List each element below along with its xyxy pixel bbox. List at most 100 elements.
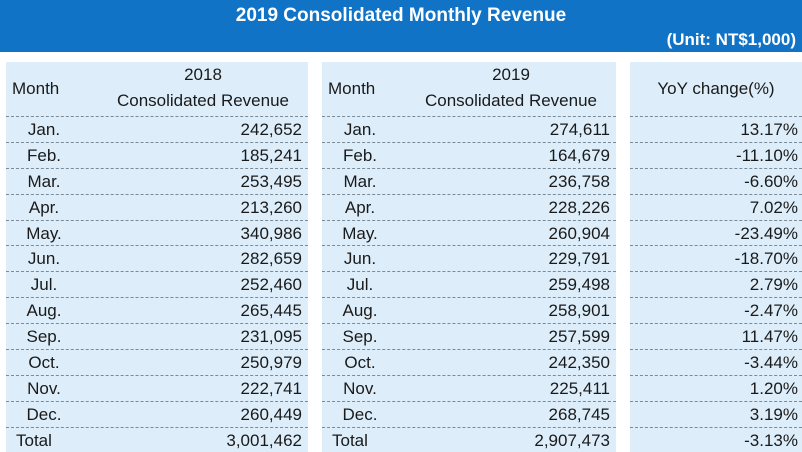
month-cell: Dec. xyxy=(342,404,378,424)
revenue-2019-rows: Jan. 274,611 Feb. 164,679 Mar. 236,758 Apr. 228… xyxy=(322,116,616,452)
revenue-2019-header: Month 2019 Consolidated Revenue xyxy=(322,62,616,116)
table-row: Jul. 259,498 xyxy=(322,271,616,297)
page-title: 2019 Consolidated Monthly Revenue xyxy=(235,5,567,26)
yoy-panel: YoY change(%) 13.17% -11.10% -6.60% 7.02% -2… xyxy=(630,62,802,452)
table-row: Jun. 282,659 xyxy=(6,245,308,271)
month-cell: Jun. xyxy=(27,249,61,269)
table-row: Aug. 265,445 xyxy=(6,297,308,323)
total-row: Total 3,001,462 xyxy=(6,426,308,452)
month-cell: Aug. xyxy=(342,301,378,321)
month-cell: Nov. xyxy=(27,378,61,398)
table-row: -11.10% xyxy=(630,141,802,168)
yoy-cell: 3.19% xyxy=(749,404,798,424)
total-revenue-2018: 3,001,462 xyxy=(226,430,302,450)
revenue-2018-cell: 250,979 xyxy=(240,353,302,373)
table-row: -2.47% xyxy=(630,297,802,323)
revenue-2018-cell: 252,460 xyxy=(240,275,302,295)
table-row: Feb. 164,679 xyxy=(322,141,616,168)
month-header: Month xyxy=(12,79,60,98)
table-row: Dec. 268,745 xyxy=(322,400,616,427)
month-cell: Mar. xyxy=(343,171,377,191)
revenue-2018-cell: 260,449 xyxy=(240,404,302,424)
table-row: Jun. 229,791 xyxy=(322,245,616,271)
revenue-2019-cell: 229,791 xyxy=(548,249,610,269)
table-row: -3.44% xyxy=(630,349,802,375)
table-row: Sep. 231,095 xyxy=(6,323,308,349)
unit-label: (Unit: NT$1,000) xyxy=(666,30,796,49)
table-row: May. 340,986 xyxy=(6,219,308,246)
table-row: Nov. 225,411 xyxy=(322,374,616,401)
revenue-2018-header: Month 2018 Consolidated Revenue xyxy=(6,62,308,116)
yoy-cell: -3.44% xyxy=(744,353,798,373)
table-row: May. 260,904 xyxy=(322,219,616,246)
total-row: Total 2,907,473 xyxy=(322,426,616,452)
month-cell: May. xyxy=(26,223,62,243)
month-cell: Sep. xyxy=(26,327,62,347)
month-cell: Sep. xyxy=(342,327,378,347)
month-cell: Nov. xyxy=(343,378,377,398)
revenue-2018-cell: 222,741 xyxy=(240,378,302,398)
total-label: Total xyxy=(16,430,52,450)
table-row: 1.20% xyxy=(630,374,802,401)
revenue-header: Consolidated Revenue xyxy=(116,91,289,110)
revenue-2018-rows: Jan. 242,652 Feb. 185,241 Mar. 253,495 Apr. 213… xyxy=(6,116,308,452)
revenue-2018-cell: 242,652 xyxy=(240,120,302,139)
table-row: Aug. 258,901 xyxy=(322,297,616,323)
revenue-2019-cell: 268,745 xyxy=(548,404,610,424)
yoy-cell: -11.10% xyxy=(735,145,798,165)
table-row: Apr. 228,226 xyxy=(322,193,616,220)
month-cell: Jan. xyxy=(27,120,61,139)
yoy-cell: 7.02% xyxy=(749,197,798,217)
yoy-cell: -23.49% xyxy=(734,223,798,243)
table-row: Dec. 260,449 xyxy=(6,400,308,427)
year-2019-header: 2019 xyxy=(492,65,530,84)
month-cell: Oct. xyxy=(344,353,376,373)
month-cell: Mar. xyxy=(27,171,61,191)
month-cell: Aug. xyxy=(26,301,62,321)
yoy-rows: 13.17% -11.10% -6.60% 7.02% -23.49% -18.70% 2.… xyxy=(630,116,802,452)
table-row: Mar. 236,758 xyxy=(322,167,616,194)
table-row: Nov. 222,741 xyxy=(6,374,308,401)
table-row: -6.60% xyxy=(630,167,802,194)
table-row: Oct. 242,350 xyxy=(322,349,616,375)
month-cell: Jan. xyxy=(343,120,377,139)
total-label: Total xyxy=(332,430,368,450)
table-row: Feb. 185,241 xyxy=(6,141,308,168)
revenue-2018-cell: 231,095 xyxy=(240,327,302,347)
yoy-cell: -6.60% xyxy=(744,171,798,191)
table-row: Oct. 250,979 xyxy=(6,349,308,375)
yoy-cell: 11.47% xyxy=(741,327,798,347)
month-cell: Apr. xyxy=(28,197,60,217)
revenue-2018-cell: 282,659 xyxy=(240,249,302,269)
revenue-2019-cell: 274,611 xyxy=(549,120,610,139)
total-row: -3.13% xyxy=(630,426,802,452)
month-cell: Feb. xyxy=(26,145,62,165)
table-row: 13.17% xyxy=(630,116,802,142)
table-row: 7.02% xyxy=(630,193,802,220)
revenue-2018-cell: 185,241 xyxy=(240,145,302,165)
revenue-2018-cell: 265,445 xyxy=(240,301,302,321)
table-row: 2.79% xyxy=(630,271,802,297)
revenue-2019-cell: 225,411 xyxy=(549,378,610,398)
revenue-2019-cell: 258,901 xyxy=(548,301,610,321)
table-row: Apr. 213,260 xyxy=(6,193,308,220)
yoy-cell: 1.20% xyxy=(749,378,798,398)
total-yoy: -3.13% xyxy=(744,430,798,450)
table-row: -18.70% xyxy=(630,245,802,271)
total-revenue-2019: 2,907,473 xyxy=(534,430,610,450)
month-cell: Jul. xyxy=(30,275,58,295)
yoy-header-block: YoY change(%) xyxy=(630,62,802,116)
revenue-2018-cell: 213,260 xyxy=(240,197,302,217)
yoy-cell: 2.79% xyxy=(749,275,798,295)
month-cell: Jun. xyxy=(343,249,377,269)
month-cell: Apr. xyxy=(344,197,376,217)
yoy-cell: -2.47% xyxy=(744,301,798,321)
month-cell: Dec. xyxy=(26,404,62,424)
table-row: Jan. 242,652 xyxy=(6,116,308,142)
revenue-header: Consolidated Revenue xyxy=(424,91,597,110)
revenue-2018-cell: 340,986 xyxy=(240,223,302,243)
revenue-2018-panel: Month 2018 Consolidated Revenue Jan. 242,… xyxy=(6,62,308,452)
table-row: -23.49% xyxy=(630,219,802,246)
revenue-2019-cell: 257,599 xyxy=(548,327,610,347)
revenue-2018-cell: 253,495 xyxy=(240,171,302,191)
